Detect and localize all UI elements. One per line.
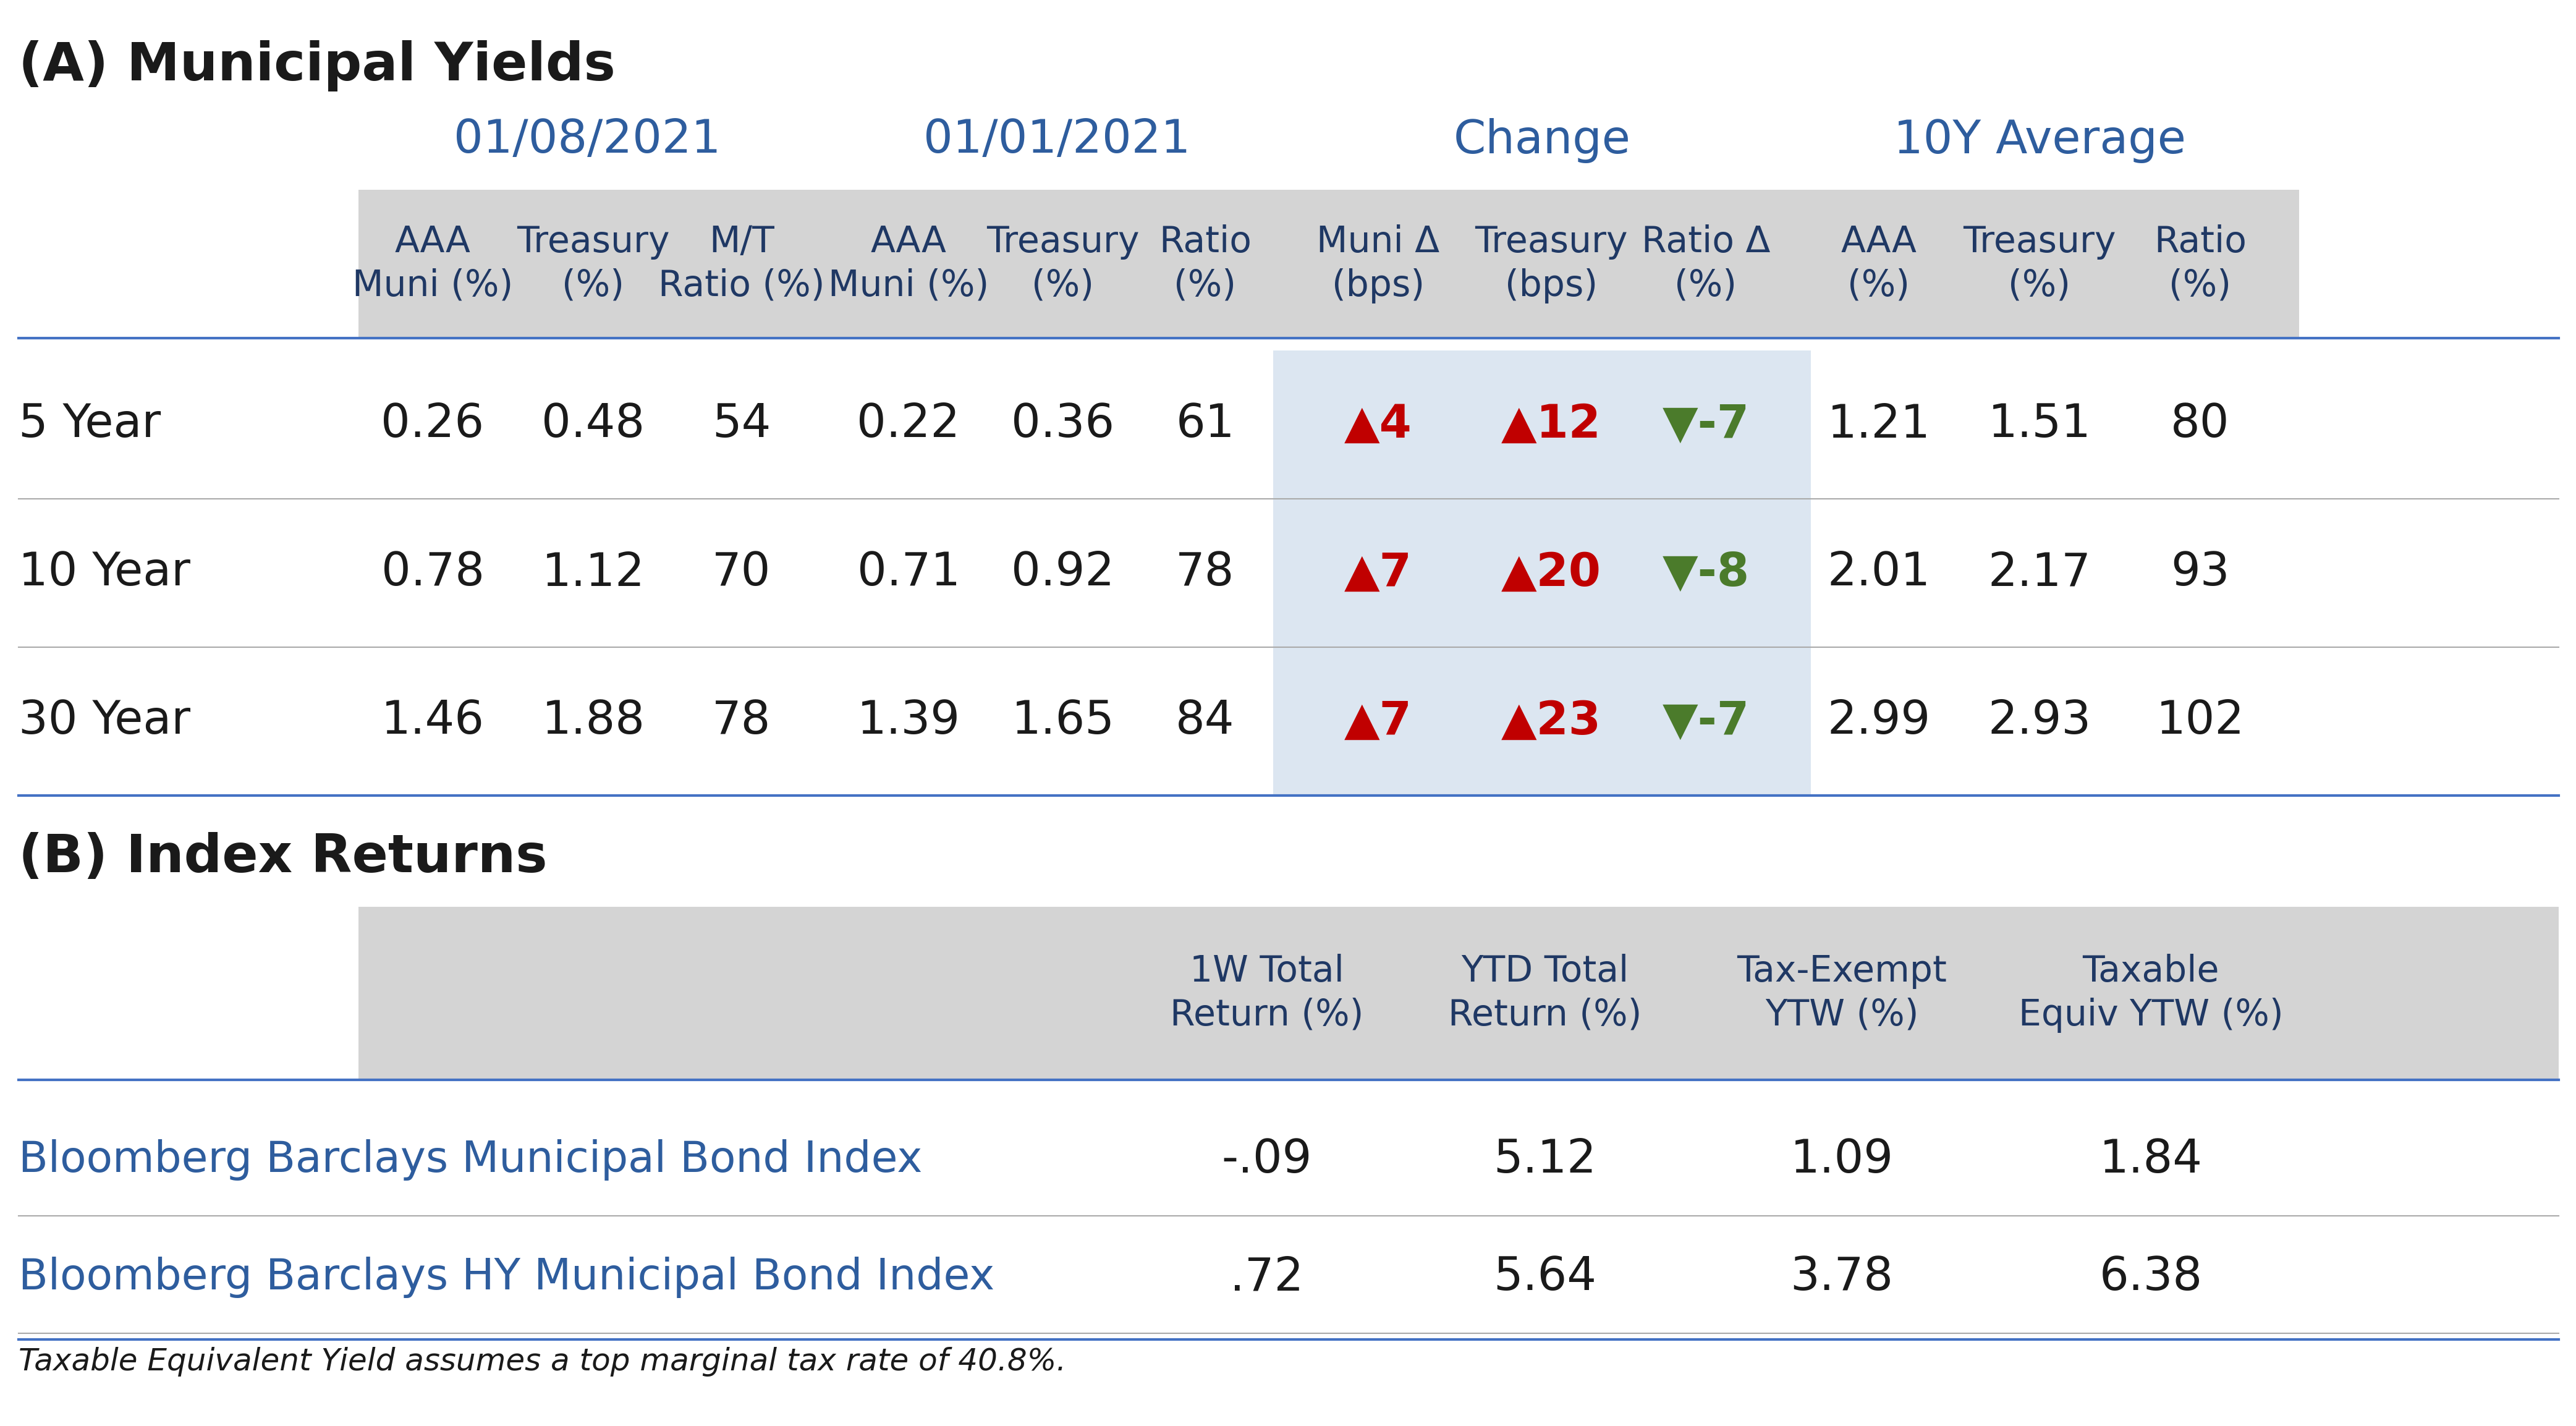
Text: AAA
Muni (%): AAA Muni (%) — [353, 224, 513, 304]
Bar — [358, 190, 2300, 338]
Text: 61: 61 — [1175, 402, 1234, 448]
Text: 1.84: 1.84 — [2099, 1138, 2202, 1182]
Text: 80: 80 — [2172, 402, 2231, 448]
Text: Treasury
(%): Treasury (%) — [518, 224, 670, 304]
Text: Bloomberg Barclays HY Municipal Bond Index: Bloomberg Barclays HY Municipal Bond Ind… — [18, 1256, 994, 1298]
Text: 1.65: 1.65 — [1012, 699, 1115, 744]
Text: 0.26: 0.26 — [381, 402, 484, 448]
Text: Ratio
(%): Ratio (%) — [1159, 224, 1252, 304]
Text: ▲23: ▲23 — [1502, 699, 1602, 744]
Text: 5.12: 5.12 — [1494, 1138, 1597, 1182]
Text: 1.21: 1.21 — [1826, 402, 1929, 448]
Text: 5 Year: 5 Year — [18, 402, 160, 448]
Text: ▼-8: ▼-8 — [1662, 550, 1749, 596]
Text: 54: 54 — [711, 402, 770, 448]
Text: 0.36: 0.36 — [1012, 402, 1115, 448]
Bar — [1273, 499, 1811, 647]
Bar — [358, 907, 2558, 1079]
Text: ▲20: ▲20 — [1502, 550, 1602, 596]
Text: Ratio Δ
(%): Ratio Δ (%) — [1641, 224, 1770, 304]
Text: -.09: -.09 — [1221, 1138, 1311, 1182]
Text: 1.51: 1.51 — [1989, 402, 2092, 448]
Text: Change: Change — [1453, 118, 1631, 163]
Text: 1.39: 1.39 — [858, 699, 961, 744]
Text: 0.71: 0.71 — [858, 550, 961, 596]
Text: 2.93: 2.93 — [1989, 699, 2092, 744]
Text: AAA
(%): AAA (%) — [1842, 224, 1917, 304]
Text: 3.78: 3.78 — [1790, 1255, 1893, 1301]
Text: Ratio
(%): Ratio (%) — [2154, 224, 2246, 304]
Text: 0.22: 0.22 — [858, 402, 961, 448]
Text: 0.78: 0.78 — [381, 550, 484, 596]
Text: Treasury
(bps): Treasury (bps) — [1476, 224, 1628, 304]
Text: 78: 78 — [1175, 550, 1234, 596]
Text: Tax-Exempt
YTW (%): Tax-Exempt YTW (%) — [1736, 954, 1947, 1032]
Text: 84: 84 — [1175, 699, 1234, 744]
Text: YTD Total
Return (%): YTD Total Return (%) — [1448, 954, 1641, 1032]
Text: 0.48: 0.48 — [541, 402, 644, 448]
Text: Taxable
Equiv YTW (%): Taxable Equiv YTW (%) — [2020, 954, 2282, 1032]
Text: 1.12: 1.12 — [541, 550, 644, 596]
Text: M/T
Ratio (%): M/T Ratio (%) — [659, 224, 824, 304]
Text: 78: 78 — [711, 699, 770, 744]
Text: .72: .72 — [1231, 1255, 1303, 1301]
Text: (A) Municipal Yields: (A) Municipal Yields — [18, 40, 616, 91]
Text: 6.38: 6.38 — [2099, 1255, 2202, 1301]
Text: 01/01/2021: 01/01/2021 — [922, 118, 1190, 163]
Text: ▼-7: ▼-7 — [1662, 699, 1749, 744]
Text: 5.64: 5.64 — [1494, 1255, 1597, 1301]
Text: Treasury
(%): Treasury (%) — [987, 224, 1139, 304]
Text: Taxable Equivalent Yield assumes a top marginal tax rate of 40.8%.: Taxable Equivalent Yield assumes a top m… — [18, 1348, 1066, 1376]
Text: Muni Δ
(bps): Muni Δ (bps) — [1316, 224, 1440, 304]
Text: Treasury
(%): Treasury (%) — [1963, 224, 2115, 304]
Text: AAA
Muni (%): AAA Muni (%) — [827, 224, 989, 304]
Text: 2.99: 2.99 — [1826, 699, 1929, 744]
Text: 2.01: 2.01 — [1826, 550, 1929, 596]
Text: 2.17: 2.17 — [1989, 550, 2092, 596]
Text: 1W Total
Return (%): 1W Total Return (%) — [1170, 954, 1363, 1032]
Text: ▼-7: ▼-7 — [1662, 402, 1749, 448]
Text: 1.88: 1.88 — [541, 699, 644, 744]
Text: 0.92: 0.92 — [1012, 550, 1115, 596]
Text: 70: 70 — [711, 550, 770, 596]
Text: 10Y Average: 10Y Average — [1893, 118, 2184, 163]
Text: 1.46: 1.46 — [381, 699, 484, 744]
Text: ▲7: ▲7 — [1345, 550, 1412, 596]
Text: 102: 102 — [2156, 699, 2244, 744]
Text: 1.09: 1.09 — [1790, 1138, 1893, 1182]
Text: (B) Index Returns: (B) Index Returns — [18, 831, 546, 883]
Text: ▲7: ▲7 — [1345, 699, 1412, 744]
Text: Bloomberg Barclays Municipal Bond Index: Bloomberg Barclays Municipal Bond Index — [18, 1139, 922, 1181]
Text: 30 Year: 30 Year — [18, 699, 191, 744]
Bar — [1273, 351, 1811, 499]
Text: ▲4: ▲4 — [1345, 402, 1412, 448]
Text: ▲12: ▲12 — [1502, 402, 1602, 448]
Text: 10 Year: 10 Year — [18, 550, 191, 596]
Text: 01/08/2021: 01/08/2021 — [453, 118, 721, 163]
Text: 93: 93 — [2172, 550, 2231, 596]
Bar — [1273, 647, 1811, 796]
